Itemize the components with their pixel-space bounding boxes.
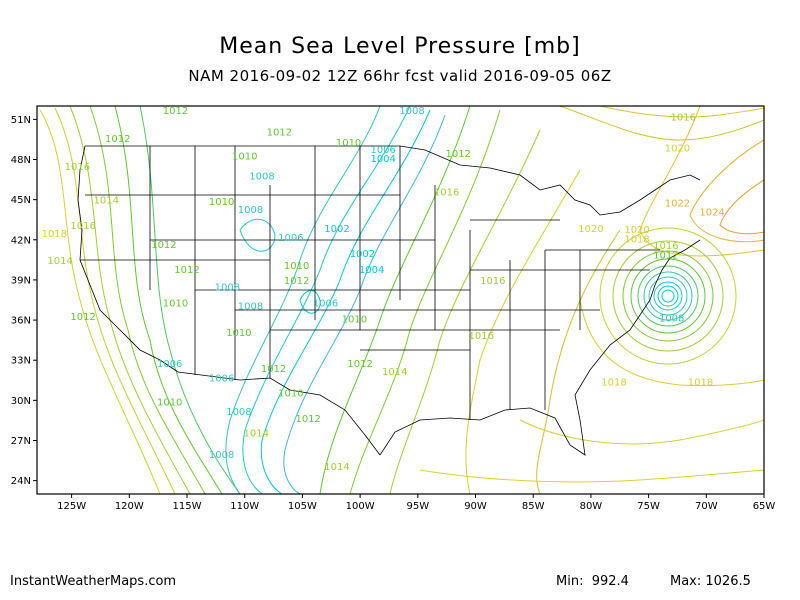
lon-tick-label: 95W (406, 501, 429, 512)
lat-tick-label: 45N (11, 195, 31, 206)
lon-tick-label: 65W (753, 501, 776, 512)
isobar-label: 1012 (163, 106, 188, 117)
min-value: 992.4 (591, 574, 629, 589)
isobar-label: 1010 (163, 299, 188, 310)
isobar-label: 1016 (480, 276, 505, 287)
isobar-label: 1012 (284, 276, 309, 287)
map-frame (36, 105, 765, 495)
isobar-label: 1010 (336, 138, 361, 149)
isobar-label: 1014 (47, 256, 72, 267)
isobar-label: 1016 (65, 162, 90, 173)
isobar-label: 1022 (665, 198, 690, 209)
isobar-label: 1008 (238, 205, 263, 216)
isobar-lines (39, 106, 764, 494)
isobar-label: 1008 (249, 172, 274, 183)
isobar-label: 1024 (699, 208, 724, 219)
isobar-label: 1012 (174, 265, 199, 276)
max-label: Max: (670, 574, 702, 589)
isobar-label: 1014 (382, 367, 407, 378)
lon-tick-label: 110W (230, 501, 259, 512)
isobar-label: 1016 (434, 188, 459, 199)
min-pressure: Min: 992.4 (556, 574, 629, 589)
isobar-labels: 1012101210121010101010081006100410161008… (42, 106, 725, 473)
lon-tick-label: 75W (637, 501, 660, 512)
isobar-label: 1012 (445, 149, 470, 160)
isobar-label: 1012 (261, 364, 286, 375)
isobar-label: 1010 (342, 315, 367, 326)
lon-tick-label: 120W (115, 501, 144, 512)
isobar-label: 1006 (370, 145, 395, 156)
isobar-label: 1008 (215, 283, 240, 294)
isobar-label: 1018 (42, 229, 67, 240)
isobar-label: 1012 (295, 414, 320, 425)
isobar-label: 1008 (209, 450, 234, 461)
isobar-label: 1012 (70, 312, 95, 323)
isobar-label: 1012 (151, 240, 176, 251)
lon-tick-label: 80W (580, 501, 603, 512)
isobar-label: 1012 (105, 134, 130, 145)
isobar-label: 1008 (659, 313, 684, 324)
isobar-label: 1004 (370, 154, 395, 165)
isobar-label: 1014 (324, 462, 349, 473)
lat-tick-label: 51N (11, 115, 31, 126)
map-subtitle: NAM 2016-09-02 12Z 66hr fcst valid 2016-… (188, 67, 612, 85)
lat-tick-label: 24N (11, 476, 31, 487)
isobar-label: 1002 (324, 224, 349, 235)
isobar-label: 1008 (226, 407, 251, 418)
isobar-label: 1016 (469, 331, 494, 342)
isobar-label: 1010 (278, 388, 303, 399)
lat-tick-label: 42N (11, 235, 31, 246)
isobar-label: 1016 (670, 113, 695, 124)
isobar-label: 1010 (232, 152, 257, 163)
isobar-label: 1018 (624, 234, 649, 245)
isobar-label: 1010 (209, 197, 234, 208)
isobar-label: 1014 (94, 196, 119, 207)
lat-tick-label: 27N (11, 436, 31, 447)
min-label: Min: (556, 574, 584, 589)
isobar-label: 1010 (226, 328, 251, 339)
lon-tick-label: 85W (522, 501, 545, 512)
lon-tick-label: 90W (464, 501, 487, 512)
isobar-label: 1006 (157, 359, 182, 370)
max-value: 1026.5 (705, 574, 751, 589)
isobar-label: 1006 (313, 299, 338, 310)
lat-tick-label: 36N (11, 316, 31, 327)
isobar-label: 1002 (350, 249, 375, 260)
isobar-label: 1010 (284, 261, 309, 272)
isobar-label: 1020 (578, 224, 603, 235)
lon-tick-label: 70W (695, 501, 718, 512)
isobar-label: 1016 (653, 241, 678, 252)
isobar-label: 1008 (399, 106, 424, 117)
lat-tick-label: 39N (11, 275, 31, 286)
latitude-axis: 51N 48N 45N 42N 39N 36N 33N 30N 27N 24N (11, 115, 37, 487)
isobar-label: 1018 (688, 378, 713, 389)
lat-tick-label: 48N (11, 155, 31, 166)
site-credit: InstantWeatherMaps.com (10, 574, 177, 589)
isobar-label: 1010 (157, 398, 182, 409)
lon-tick-label: 100W (346, 501, 375, 512)
isobar-label: 1006 (278, 233, 303, 244)
max-pressure: Max: 1026.5 (670, 574, 751, 589)
state-boundaries (77, 145, 701, 456)
isobar-label: 1020 (624, 225, 649, 236)
isobar-label: 1020 (665, 143, 690, 154)
isobar-label: 1012 (267, 127, 292, 138)
lat-tick-label: 33N (11, 356, 31, 367)
isobar-label: 1004 (359, 265, 384, 276)
isobar-label: 1006 (209, 374, 234, 385)
longitude-axis: 125W 120W 115W 110W 105W 100W 95W 90W 85W 80W 75W 7… (57, 494, 775, 512)
lon-tick-label: 115W (173, 501, 202, 512)
isobar-label: 1014 (244, 428, 269, 439)
lon-tick-label: 125W (57, 501, 86, 512)
isobar-label: 1012 (347, 359, 372, 370)
isobar-label: 1016 (70, 221, 95, 232)
lon-tick-label: 105W (288, 501, 317, 512)
isobar-label: 1012 (653, 251, 678, 262)
isobar-label: 1018 (601, 378, 626, 389)
lat-tick-label: 30N (11, 396, 31, 407)
isobar-label: 1008 (238, 301, 263, 312)
map-title: Mean Sea Level Pressure [mb] (219, 34, 581, 59)
